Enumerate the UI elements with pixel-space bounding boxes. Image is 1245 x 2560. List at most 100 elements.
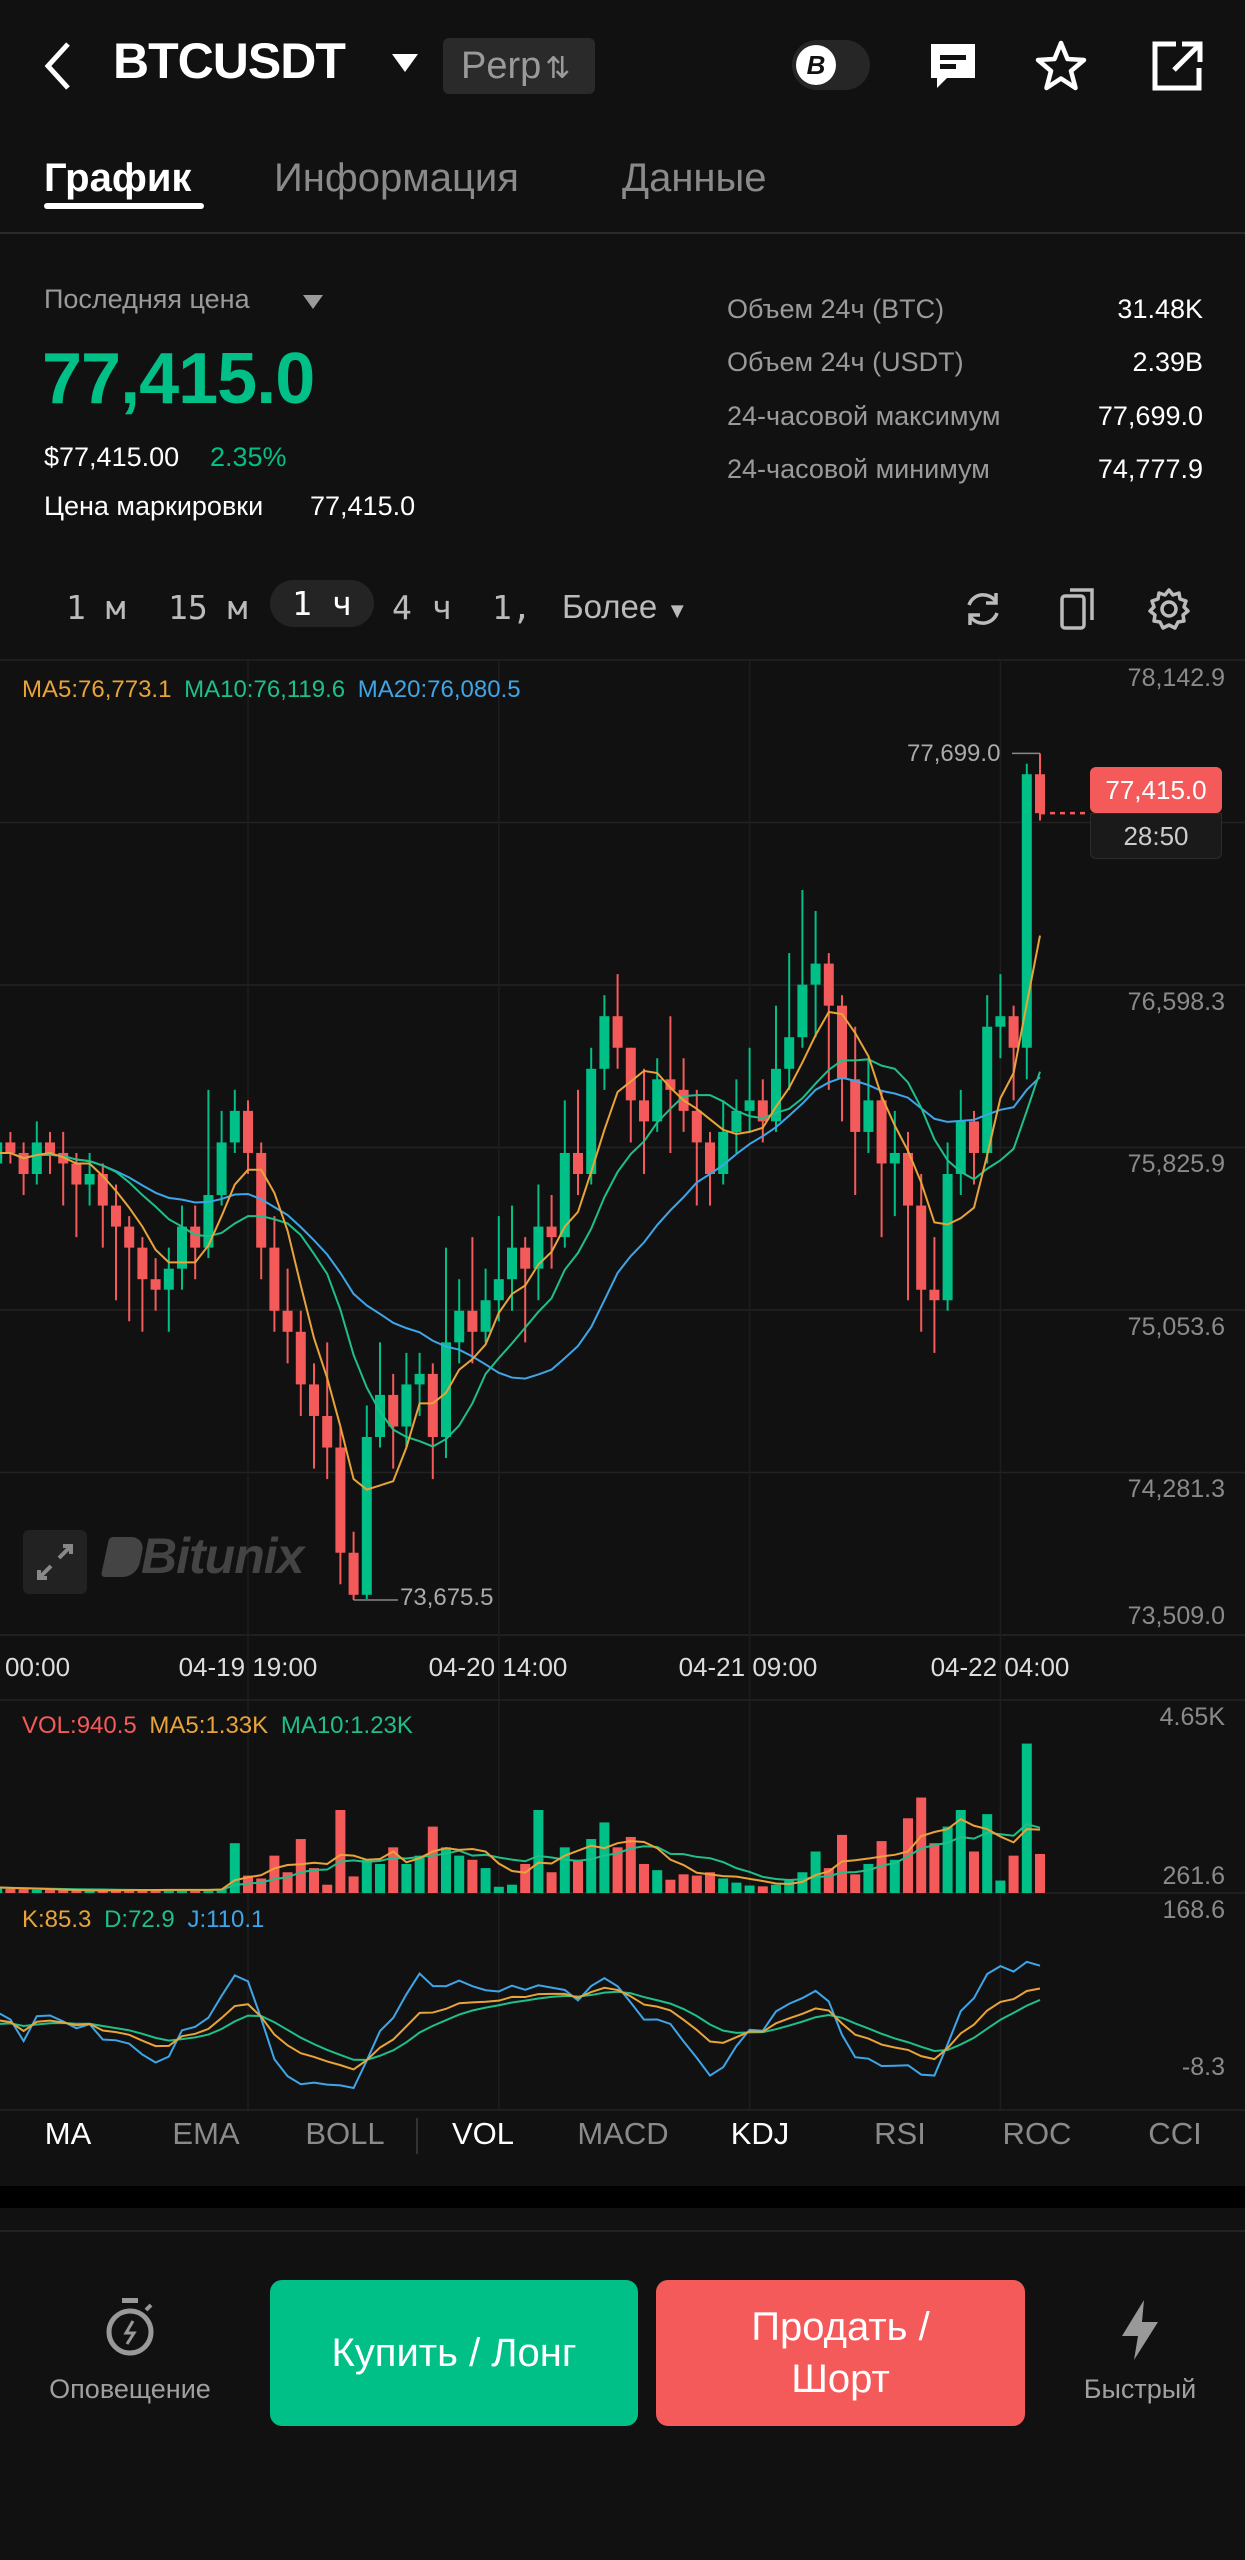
volume-bar (361, 1859, 372, 1893)
usd-price: $77,415.00 (44, 442, 180, 472)
k-legend: K:85.3 (22, 1906, 92, 1933)
stat-value: 2.39B (1132, 347, 1203, 377)
tab-chart[interactable]: График (44, 156, 192, 200)
volume-bar (823, 1868, 834, 1893)
candle-body (810, 963, 821, 985)
volume-bar (771, 1884, 781, 1893)
candle-body (124, 1226, 135, 1248)
candle-body (955, 1121, 966, 1175)
indicator-vol[interactable]: VOL (451, 2116, 515, 2151)
volume-bar (71, 1890, 82, 1893)
candle-body (322, 1415, 333, 1448)
indicator-kdj[interactable]: KDJ (730, 2116, 790, 2151)
candle-body (348, 1552, 359, 1595)
volume-bar (427, 1826, 438, 1893)
share-icon[interactable] (1150, 38, 1206, 94)
fullscreen-button[interactable] (23, 1530, 87, 1594)
candle-body (823, 963, 834, 1006)
timeframe-more[interactable]: Более ▼ (562, 588, 688, 626)
volume-bar (441, 1847, 451, 1893)
ma5-legend: MA5:76,773.1 (22, 676, 172, 703)
star-icon[interactable] (1033, 38, 1089, 94)
symbol-dropdown-caret-icon[interactable] (390, 52, 420, 74)
volume-bar (414, 1855, 425, 1893)
last-price-caret-icon[interactable] (302, 294, 324, 310)
volume-bar (137, 1890, 148, 1893)
stat-value: 77,699.0 (1097, 401, 1203, 431)
copy-layout-icon[interactable] (1058, 586, 1098, 632)
quick-trade-button[interactable] (1080, 2290, 1200, 2420)
timeframe-1h[interactable]: 1 ч (270, 580, 374, 627)
candle-body (441, 1342, 451, 1438)
candle-body (837, 1005, 847, 1080)
buy-long-button[interactable]: Купить / Лонг (270, 2280, 638, 2426)
candle-body (1035, 774, 1045, 814)
candle-body (929, 1289, 940, 1301)
y-tick-label: 75,825.9 (1127, 1150, 1225, 1178)
candle-body (84, 1174, 95, 1185)
volume-bar (916, 1797, 927, 1893)
volume-bar (665, 1879, 676, 1893)
kdj-j-line (0, 1960, 1041, 2090)
timeframe-1m[interactable]: 1 м (66, 588, 126, 627)
volume-bar (652, 1870, 663, 1893)
last-price-label[interactable]: Последняя цена (44, 284, 250, 314)
y-tick-label: 76,598.3 (1127, 988, 1225, 1016)
refresh-icon[interactable] (962, 588, 1004, 630)
volume-bar (744, 1885, 755, 1893)
volume-bar (837, 1834, 847, 1893)
candle-body (718, 1131, 729, 1175)
y-tick-label: 74,281.3 (1127, 1475, 1225, 1503)
settings-gear-icon[interactable] (1147, 587, 1191, 631)
indicator-ma[interactable]: MA (44, 2116, 92, 2151)
stat-value: 31.48K (1117, 294, 1203, 324)
volume-bar (177, 1890, 187, 1893)
volume-bar (388, 1847, 399, 1893)
stopwatch-alert-icon (106, 2298, 154, 2356)
timeframe-15m[interactable]: 15 м (168, 588, 248, 627)
current-price-tag[interactable]: 77,415.0 (1090, 767, 1222, 813)
tab-info[interactable]: Информация (274, 156, 519, 200)
timeframe-4h[interactable]: 4 ч (392, 588, 452, 627)
candle-body (269, 1247, 280, 1311)
candle-body (757, 1100, 768, 1122)
indicator-ema[interactable]: EMA (172, 2116, 240, 2151)
volume-bar (639, 1863, 649, 1893)
candle-body (309, 1384, 319, 1416)
sell-short-button[interactable]: Продать / Шорт (656, 2280, 1025, 2426)
ma20-legend: MA20:76,080.5 (357, 676, 521, 703)
indicator-boll[interactable]: BOLL (305, 2116, 385, 2151)
candle-body (5, 1142, 16, 1153)
candle-body (335, 1447, 346, 1553)
volume-bar (573, 1859, 583, 1893)
chat-icon[interactable] (927, 40, 979, 92)
candle-body (784, 1037, 795, 1069)
candle-body (467, 1310, 478, 1332)
tab-data[interactable]: Данные (622, 156, 767, 200)
kdj-k-line (0, 1986, 1041, 2071)
volume-bar (203, 1889, 214, 1893)
indicator-rsi[interactable]: RSI (874, 2116, 926, 2151)
d-legend: D:72.9 (104, 1906, 175, 1933)
lightning-icon (1122, 2300, 1158, 2360)
symbol-title[interactable]: BTCUSDT (113, 33, 346, 89)
volume-bar (5, 1888, 16, 1893)
indicator-roc[interactable]: ROC (1002, 2116, 1072, 2151)
volume-bar (309, 1868, 319, 1893)
y-tick-label: 73,509.0 (1127, 1602, 1225, 1630)
back-chevron-icon[interactable] (38, 38, 78, 94)
volume-bar (586, 1839, 597, 1893)
alert-button[interactable] (30, 2290, 230, 2420)
candle-body (903, 1152, 913, 1206)
indicator-cci[interactable]: CCI (1148, 2116, 1202, 2151)
volume-bar (507, 1884, 517, 1893)
indicator-divider (416, 2118, 418, 2154)
ma-legend: MA5:76,773.1 MA10:76,119.6 MA20:76,080.5 (22, 676, 521, 704)
candle-body (612, 1016, 623, 1048)
timeframe-1d[interactable]: 1, (492, 588, 532, 627)
bonus-toggle[interactable]: B (792, 40, 870, 90)
candle-body (190, 1226, 201, 1248)
perp-badge[interactable]: Perp ⇅ (443, 38, 595, 94)
indicator-macd[interactable]: MACD (577, 2116, 669, 2151)
